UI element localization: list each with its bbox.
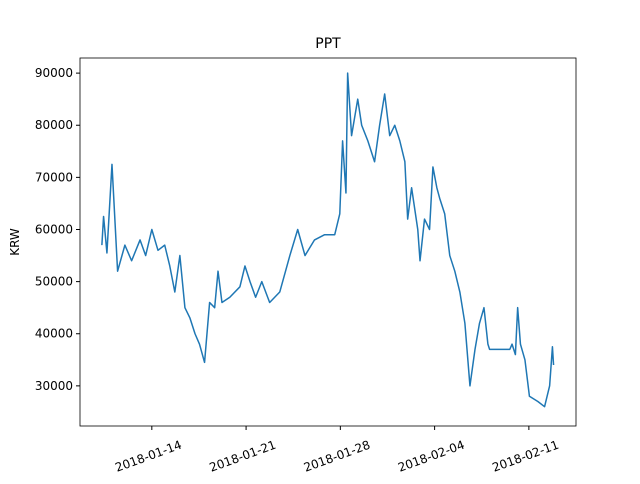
y-tick-label: 80000 bbox=[35, 118, 73, 132]
y-tick-label: 30000 bbox=[35, 379, 73, 393]
plot-frame bbox=[79, 57, 577, 427]
y-tick-label: 40000 bbox=[35, 327, 73, 341]
y-tick-label: 50000 bbox=[35, 275, 73, 289]
chart-title: PPT bbox=[315, 36, 341, 52]
y-tick-label: 70000 bbox=[35, 170, 73, 184]
x-tick-label: 2018-02-11 bbox=[490, 438, 560, 475]
x-tick-label: 2018-01-28 bbox=[302, 438, 372, 475]
y-axis-label: KRW bbox=[8, 228, 22, 256]
line bbox=[101, 72, 555, 408]
y-tick-label: 90000 bbox=[35, 66, 73, 80]
x-tick-label: 2018-01-14 bbox=[113, 438, 183, 475]
y-tick-label: 60000 bbox=[35, 222, 73, 236]
x-tick-label: 2018-01-21 bbox=[208, 438, 278, 475]
x-tick-label: 2018-02-04 bbox=[396, 438, 466, 475]
